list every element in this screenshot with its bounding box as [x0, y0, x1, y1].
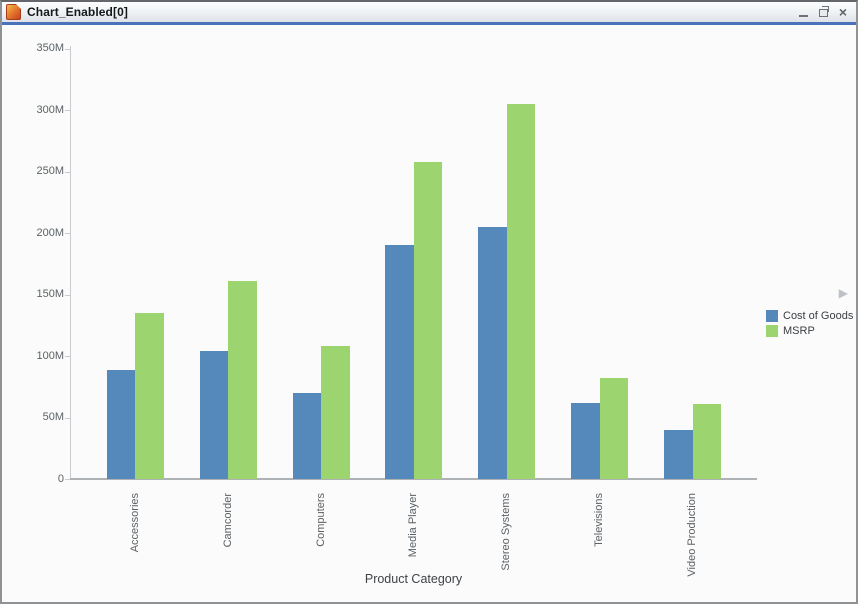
x-category-label-text: Televisions: [593, 493, 606, 547]
y-axis-line: [70, 46, 71, 479]
legend-swatch-icon: [766, 324, 778, 337]
legend: ▶ Cost of Goods MSRP: [760, 286, 854, 338]
bar-cost-of-goods-stereo-systems[interactable]: [478, 226, 507, 479]
x-category-label: Video Production: [686, 489, 770, 577]
x-category-label-text: Computers: [314, 493, 327, 547]
x-category-label: Accessories: [129, 489, 188, 552]
window-titlebar[interactable]: Chart_Enabled[0] ×: [2, 2, 856, 25]
minimize-button-icon[interactable]: [798, 7, 808, 17]
legend-label: Cost of Goods: [783, 309, 854, 322]
bar-msrp-computers[interactable]: [321, 346, 350, 479]
bar-cost-of-goods-video-production[interactable]: [664, 429, 693, 479]
legend-swatch-icon: [766, 309, 778, 322]
y-tick-label: 300M: [36, 103, 64, 116]
x-category-label-text: Video Production: [686, 493, 698, 577]
y-tick-mark: [65, 479, 70, 480]
y-tick-label: 200M: [36, 226, 64, 239]
x-category-label: Televisions: [593, 489, 647, 547]
bar-cost-of-goods-media-player[interactable]: [385, 245, 414, 479]
x-category-label: Computers: [315, 489, 369, 547]
legend-expand-arrow-icon[interactable]: ▶: [838, 286, 848, 300]
y-tick-mark: [65, 294, 70, 296]
x-category-label-text: Media Player: [407, 493, 420, 558]
chart-document-icon: [6, 4, 21, 20]
y-tick-mark: [65, 356, 70, 357]
x-axis-line: [70, 478, 757, 480]
legend-label: MSRP: [783, 324, 815, 337]
y-tick-label: 50M: [42, 411, 64, 423]
bar-cost-of-goods-camcorder[interactable]: [199, 351, 229, 479]
y-tick-label: 0: [57, 472, 64, 485]
legend-item-msrp: MSRP: [766, 323, 852, 338]
bar-cost-of-goods-accessories[interactable]: [106, 369, 136, 479]
x-category-label: Stereo Systems: [500, 489, 578, 571]
bar-msrp-camcorder[interactable]: [228, 281, 257, 479]
y-tick-mark: [65, 417, 70, 419]
window-controls: ×: [798, 2, 847, 22]
y-tick-label: 150M: [36, 288, 64, 300]
bar-msrp-televisions[interactable]: [599, 378, 629, 479]
legend-item-cost-of-goods: Cost of Goods: [766, 308, 854, 323]
bar-msrp-video-production[interactable]: [692, 404, 721, 479]
restore-button-icon[interactable]: [818, 5, 829, 17]
x-axis-title: Product Category: [364, 572, 463, 586]
legend-items: Cost of Goods MSRP: [760, 308, 854, 338]
bar-msrp-accessories[interactable]: [135, 312, 164, 479]
y-tick-label: 350M: [36, 42, 64, 54]
y-tick-label: 100M: [36, 349, 64, 362]
bar-msrp-media-player[interactable]: [413, 161, 443, 479]
y-tick-label: 250M: [36, 165, 64, 177]
x-category-label-text: Accessories: [128, 493, 141, 553]
y-tick-mark: [65, 171, 70, 173]
x-category-label: Camcorder: [222, 489, 276, 547]
x-category-label: Media Player: [407, 489, 471, 557]
bar-msrp-stereo-systems[interactable]: [506, 103, 536, 479]
y-tick-mark: [65, 110, 70, 111]
y-tick-mark: [65, 48, 70, 50]
y-tick-mark: [65, 233, 70, 234]
bar-cost-of-goods-televisions[interactable]: [571, 402, 600, 479]
x-category-label-text: Stereo Systems: [500, 493, 513, 571]
x-category-label-text: Camcorder: [221, 493, 234, 548]
window-title: Chart_Enabled[0]: [27, 5, 128, 19]
close-button-icon[interactable]: ×: [838, 4, 847, 20]
bar-cost-of-goods-computers[interactable]: [292, 392, 321, 479]
